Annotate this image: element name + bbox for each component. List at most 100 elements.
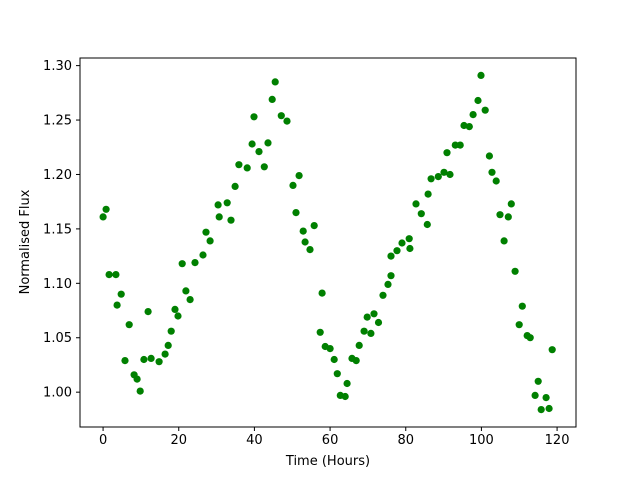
y-tick-label: 1.30 xyxy=(43,59,72,74)
data-point xyxy=(117,290,125,298)
data-point xyxy=(537,406,545,414)
data-point xyxy=(515,321,523,329)
data-point xyxy=(289,181,297,189)
data-point xyxy=(260,163,268,171)
data-point xyxy=(504,213,512,221)
data-point xyxy=(301,238,309,246)
data-point xyxy=(406,244,414,253)
data-point xyxy=(155,358,163,366)
data-point xyxy=(102,205,110,213)
data-point xyxy=(140,355,148,364)
data-point xyxy=(440,168,448,176)
data-point xyxy=(545,404,553,413)
y-axis-ticks: 1.00 1.05 1.10 1.15 1.20 1.25 1.30 xyxy=(43,59,80,401)
data-point xyxy=(326,345,334,353)
data-point xyxy=(271,78,279,86)
data-point xyxy=(310,222,318,230)
x-tick-label: 20 xyxy=(170,433,187,448)
data-point xyxy=(182,287,190,295)
data-point xyxy=(427,175,435,183)
data-point xyxy=(125,321,133,329)
x-tick-label: 40 xyxy=(246,433,263,448)
y-tick-label: 1.20 xyxy=(43,168,72,183)
data-point xyxy=(465,123,473,131)
data-point xyxy=(178,260,186,268)
data-point xyxy=(367,329,375,337)
data-point xyxy=(477,71,485,79)
data-point xyxy=(105,271,113,279)
data-point xyxy=(500,237,508,245)
data-point xyxy=(469,111,477,119)
data-point xyxy=(531,391,539,399)
data-point xyxy=(341,392,349,401)
data-point xyxy=(343,379,351,388)
data-point xyxy=(492,177,500,185)
y-axis-label: Normalised Flux xyxy=(18,189,33,294)
data-point xyxy=(417,210,425,218)
y-tick-label: 1.05 xyxy=(43,331,72,346)
data-point xyxy=(161,350,169,358)
data-point xyxy=(526,334,534,342)
data-point xyxy=(174,312,182,320)
data-point xyxy=(268,95,276,103)
data-point xyxy=(243,164,251,172)
data-point xyxy=(511,267,519,275)
data-point xyxy=(167,327,175,335)
data-point xyxy=(306,246,314,254)
data-point xyxy=(379,291,387,299)
data-point xyxy=(412,200,420,208)
y-tick-label: 1.15 xyxy=(43,222,72,237)
data-point xyxy=(99,213,107,221)
data-point xyxy=(215,213,223,221)
y-tick-label: 1.25 xyxy=(43,114,72,129)
data-point xyxy=(250,113,258,121)
data-point xyxy=(446,170,454,179)
x-tick-label: 120 xyxy=(545,433,570,448)
data-point xyxy=(548,346,556,354)
data-point xyxy=(542,394,550,402)
data-point xyxy=(316,328,324,336)
data-point xyxy=(318,289,326,297)
data-point xyxy=(424,190,432,198)
data-point xyxy=(496,211,504,219)
data-point xyxy=(248,140,256,148)
data-point xyxy=(186,296,194,304)
data-point xyxy=(299,227,307,235)
y-tick-label: 1.10 xyxy=(43,277,72,292)
data-point xyxy=(147,354,155,362)
x-tick-label: 0 xyxy=(99,433,107,448)
y-tick-label: 1.00 xyxy=(43,386,72,401)
data-point xyxy=(474,96,482,105)
data-point xyxy=(518,302,526,310)
data-point xyxy=(292,209,300,217)
data-point xyxy=(214,201,222,209)
data-point xyxy=(223,199,231,207)
data-point xyxy=(405,235,413,243)
data-point xyxy=(191,259,199,267)
data-point xyxy=(387,272,395,280)
data-point xyxy=(264,139,272,147)
data-point xyxy=(481,106,489,114)
data-point xyxy=(387,252,395,260)
data-point xyxy=(112,271,120,279)
data-point xyxy=(121,357,129,365)
data-point xyxy=(277,112,285,120)
data-point xyxy=(393,247,401,255)
data-point xyxy=(113,301,121,309)
plot-frame xyxy=(79,57,577,428)
data-point xyxy=(398,239,406,247)
x-tick-label: 100 xyxy=(469,433,494,448)
data-point xyxy=(202,228,210,236)
data-point xyxy=(352,357,360,365)
data-point xyxy=(355,341,363,349)
x-tick-label: 60 xyxy=(322,433,339,448)
data-point xyxy=(423,220,431,229)
data-point xyxy=(384,280,392,288)
x-tick-label: 80 xyxy=(397,433,414,448)
data-point xyxy=(164,341,172,349)
data-point xyxy=(283,117,291,125)
data-points xyxy=(99,71,556,414)
data-point xyxy=(136,387,144,395)
data-point xyxy=(330,355,338,364)
